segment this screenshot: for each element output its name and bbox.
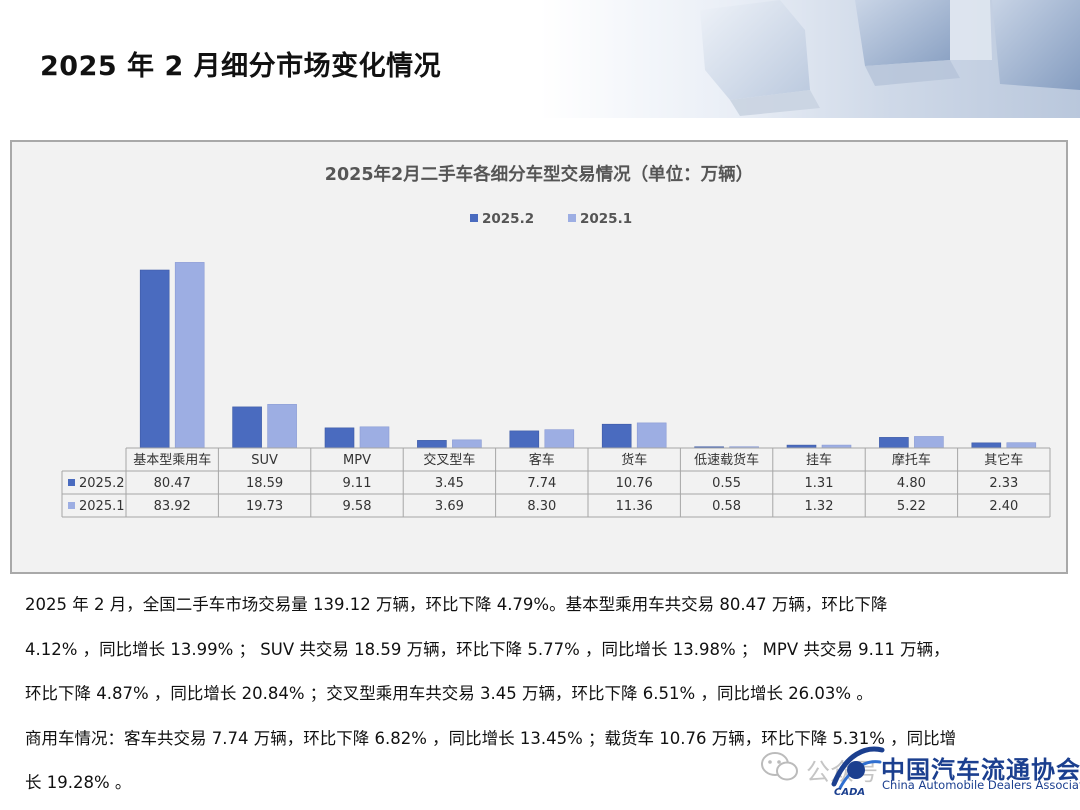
data-label-2025-2-9: 4.80: [897, 476, 926, 491]
logo-abbreviation: CADA: [834, 787, 866, 798]
data-label-2025-1-3: 9.58: [343, 499, 372, 514]
category-label-6: 货车: [621, 452, 647, 468]
page-title: 2025 年 2 月细分市场变化情况: [40, 51, 442, 82]
summary-text: 2025 年 2 月，全国二手车市场交易量 139.12 万辆，环比下降 4.7…: [25, 583, 1065, 806]
decorative-cubes: [700, 0, 1080, 116]
data-label-2025-1-8: 1.32: [805, 499, 834, 514]
data-label-2025-2-6: 10.76: [616, 476, 653, 491]
logo-name-en: China Automobile Dealers Association: [882, 778, 1080, 792]
logo-name-cn: 中国汽车流通协会: [881, 755, 1080, 784]
bar-2025-2-6: [601, 423, 632, 449]
category-label-4: 交叉型车: [423, 452, 475, 468]
data-label-2025-2-3: 9.11: [343, 476, 372, 491]
header-banner: 2025 年 2 月细分市场变化情况: [0, 0, 1080, 118]
bar-2025-2-9: [879, 437, 909, 449]
category-label-3: MPV: [343, 453, 371, 468]
data-label-2025-1-9: 5.22: [897, 499, 926, 514]
data-label-2025-2-5: 7.74: [527, 476, 556, 491]
wechat-icon: [761, 752, 798, 781]
data-label-2025-2-4: 3.45: [435, 476, 464, 491]
bar-2025-1-5: [544, 429, 575, 449]
bar-2025-2-1: [139, 269, 170, 449]
summary-paragraph-5: 长 19.28% 。: [25, 773, 132, 792]
data-label-2025-1-10: 2.40: [989, 499, 1018, 514]
bar-2025-1-9: [914, 436, 944, 449]
table-legend-swatch-1: [68, 479, 75, 486]
bar-2025-1-6: [636, 422, 667, 449]
legend-label-1: 2025.2: [482, 211, 534, 227]
data-label-2025-2-8: 1.31: [805, 476, 834, 491]
data-label-2025-1-7: 0.58: [712, 499, 741, 514]
bar-chart: 2025年2月二手车各细分车型交易情况（单位：万辆） 2025.2 2025.1 基本…: [61, 164, 1051, 518]
data-label-2025-1-2: 19.73: [246, 499, 283, 514]
bar-2025-1-1: [174, 262, 205, 449]
bar-2025-1-10: [1006, 442, 1037, 449]
cada-logo-icon: [831, 746, 885, 790]
category-label-7: 低速载货车: [694, 452, 759, 468]
summary-paragraph-4: 商用车情况：客车共交易 7.74 万辆，环比下降 6.82% ，同比增长 13.…: [25, 728, 957, 748]
category-label-9: 摩托车: [892, 452, 931, 468]
logo-area: 公众号 CADA 中国汽车流通协会 China Automobile Deale…: [756, 742, 1080, 810]
category-label-10: 其它车: [984, 452, 1023, 468]
summary-paragraph-1: 2025 年 2 月，全国二手车市场交易量 139.12 万辆，环比下降 4.7…: [25, 595, 888, 614]
data-label-2025-2-1: 80.47: [154, 476, 191, 491]
data-label-2025-1-5: 8.30: [527, 499, 556, 514]
data-label-2025-1-4: 3.69: [435, 499, 464, 514]
bar-2025-1-3: [359, 426, 390, 449]
bar-2025-1-2: [267, 404, 297, 449]
legend-swatch-1: [470, 214, 478, 222]
data-label-2025-2-10: 2.33: [989, 476, 1018, 491]
category-label-5: 客车: [529, 452, 555, 468]
summary-paragraph-2: 4.12% ，同比增长 13.99% ； SUV 共交易 18.59 万辆，环比…: [25, 639, 950, 659]
data-label-2025-2-2: 18.59: [246, 476, 283, 491]
chart-panel: 2025年2月二手车各细分车型交易情况（单位：万辆） 2025.2 2025.1 基本…: [10, 140, 1068, 574]
table-series-label-1: 2025.2: [79, 476, 125, 491]
data-label-2025-1-1: 83.92: [154, 499, 191, 514]
category-label-1: 基本型乘用车: [133, 452, 211, 468]
bar-2025-2-10: [971, 442, 1002, 449]
data-label-2025-2-7: 0.55: [712, 476, 741, 491]
chart-title: 2025年2月二手车各细分车型交易情况（单位：万辆）: [325, 164, 753, 185]
summary-paragraph-3: 环比下降 4.87% ，同比增长 20.84% ；交叉型乘用车共交易 3.45 …: [25, 684, 873, 703]
table-legend-swatch-2: [68, 502, 75, 509]
bar-2025-2-4: [417, 440, 447, 449]
category-label-8: 挂车: [806, 452, 832, 468]
bar-2025-2-5: [509, 430, 540, 449]
bar-2025-1-4: [452, 439, 482, 449]
bar-2025-2-3: [324, 427, 355, 449]
legend-swatch-2: [568, 214, 576, 222]
category-label-2: SUV: [251, 453, 278, 468]
bar-2025-2-2: [232, 406, 262, 449]
table-series-label-2: 2025.1: [79, 499, 125, 514]
legend-label-2: 2025.1: [580, 211, 632, 227]
data-label-2025-1-6: 11.36: [616, 499, 653, 514]
